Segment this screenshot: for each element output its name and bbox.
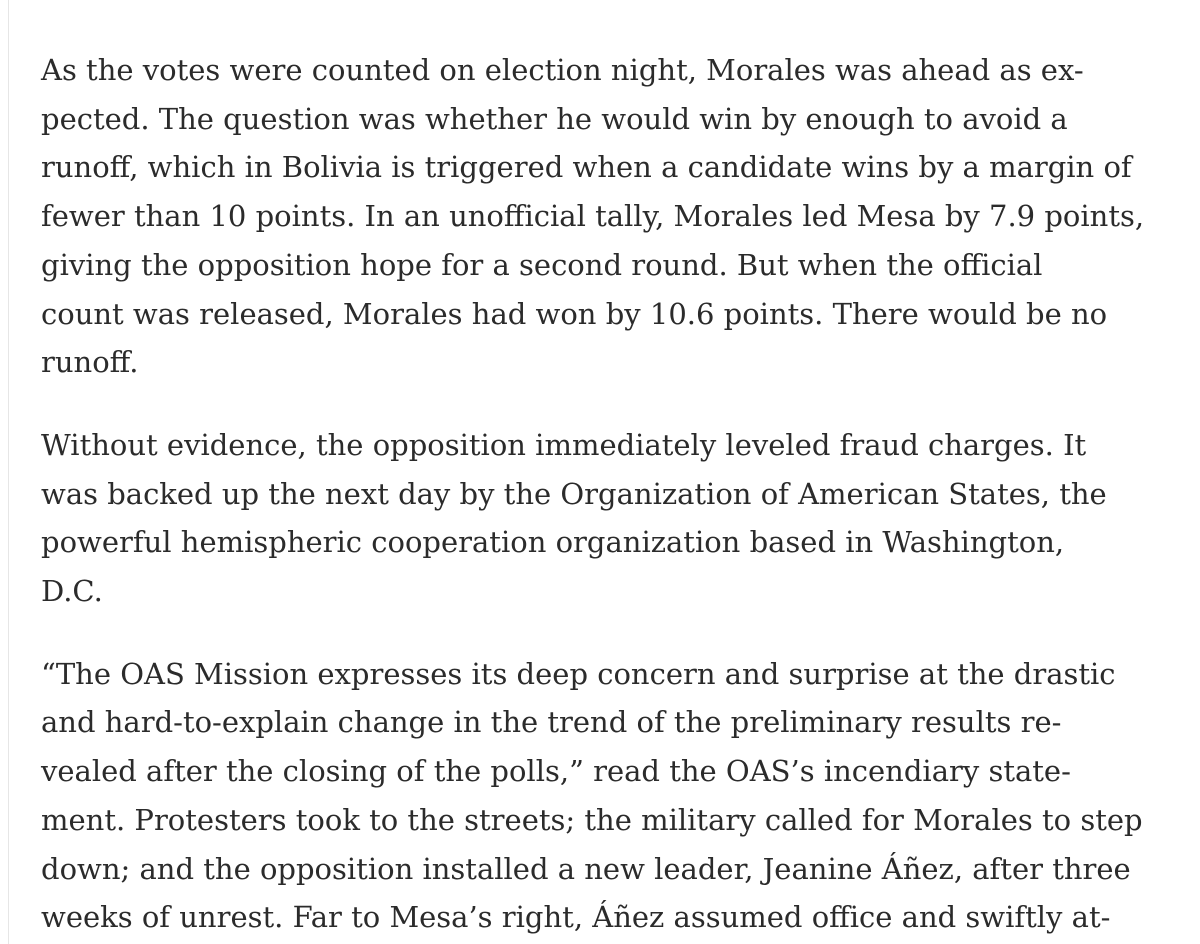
text-line: “The OAS Mission expresses its deep conc… — [41, 656, 1116, 691]
text-line: fewer than 10 points. In an unofficial t… — [41, 199, 1145, 234]
text-line: weeks of unrest. Far to Mesa’s right, Áñ… — [41, 900, 1111, 935]
text-line: vealed after the closing of the polls,” … — [41, 754, 1071, 789]
text-line: As the votes were counted on election ni… — [41, 53, 1084, 87]
text-line: Without evidence, the opposition immedia… — [41, 427, 1087, 462]
text-line: runoff. — [41, 345, 139, 380]
text-line: giving the opposition hope for a second … — [41, 247, 1043, 282]
text-line: and hard-to-explain change in the trend … — [41, 705, 1062, 740]
paragraph-oas-statement: “The OAS Mission expresses its deep conc… — [41, 650, 1151, 942]
text-line: down; and the opposition installed a new… — [41, 851, 1131, 886]
text-line: ment. Protesters took to the streets; th… — [41, 802, 1143, 837]
text-line: runoff, which in Bolivia is triggered wh… — [41, 150, 1132, 185]
article-body: As the votes were counted on election ni… — [41, 46, 1151, 944]
text-line: was backed up the next day by the Organi… — [41, 476, 1107, 511]
text-line: D.C. — [41, 574, 103, 609]
text-line: powerful hemispheric cooperation organiz… — [41, 525, 1065, 560]
text-line: count was released, Morales had won by 1… — [41, 296, 1108, 331]
text-line: pected. The question was whether he woul… — [41, 101, 1068, 136]
paragraph-fraud-charges: Without evidence, the opposition immedia… — [41, 421, 1151, 616]
left-border-rule — [8, 0, 9, 944]
paragraph-election-night: As the votes were counted on election ni… — [41, 46, 1151, 387]
